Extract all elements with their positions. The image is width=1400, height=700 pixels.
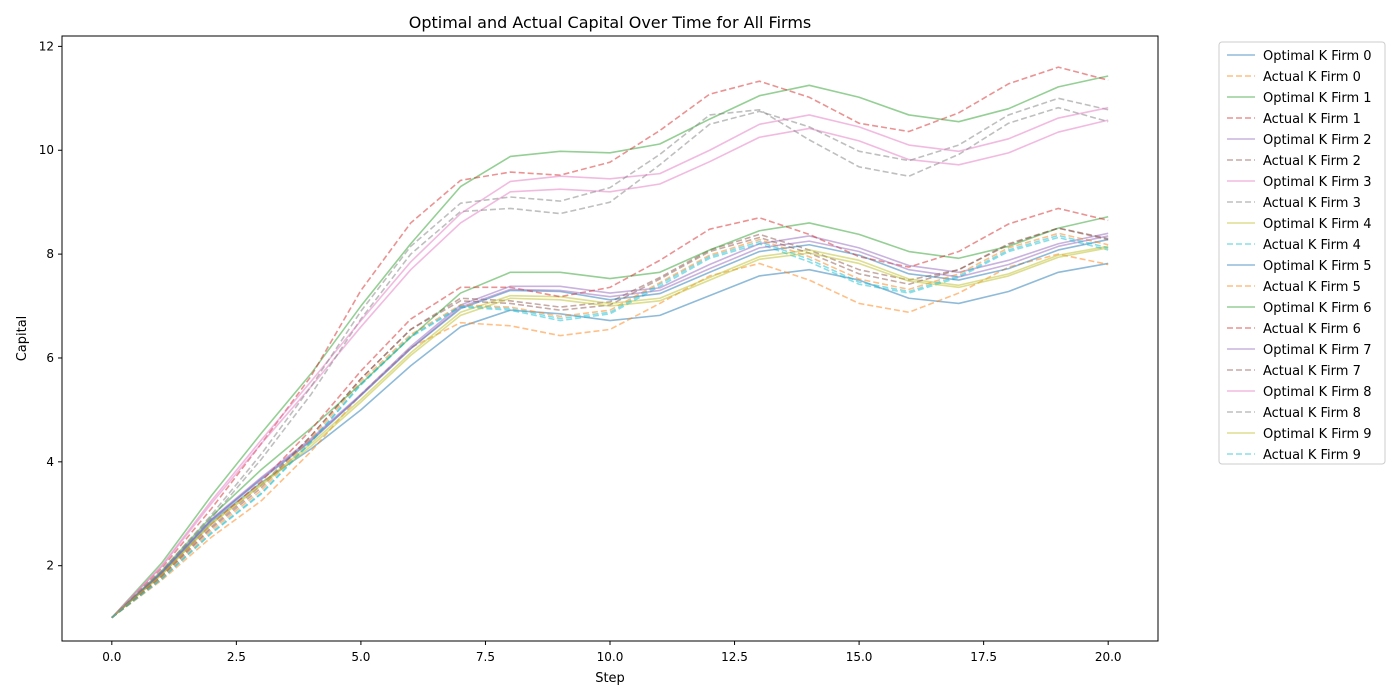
series-line-4 [111,232,1109,619]
series-line-10 [111,238,1109,619]
series-line-1 [111,253,1109,619]
legend-label: Actual K Firm 0 [1263,70,1361,85]
legend: Optimal K Firm 0 Actual K Firm 0 Optimal K… [1218,41,1386,465]
legend-label: Actual K Firm 2 [1263,154,1361,169]
legend-entry: Optimal K Firm 0 [1227,49,1372,64]
x-tick-label: 20.0 [1095,650,1122,664]
legend-label: Optimal K Firm 6 [1263,301,1372,316]
series-line-2 [111,75,1109,619]
y-tick-label: 12 [39,39,54,53]
series-line-14 [111,235,1109,619]
series-line-8 [111,245,1109,619]
x-axis-label: Step [595,671,625,686]
legend-entry: Optimal K Firm 3 [1227,175,1372,190]
x-tick-label: 2.5 [227,650,246,664]
legend-entry: Actual K Firm 4 [1227,238,1361,253]
legend-entry: Optimal K Firm 8 [1227,385,1372,400]
x-tick-label: 15.0 [846,650,873,664]
series-line-9 [111,236,1109,619]
legend-label: Optimal K Firm 4 [1263,217,1372,232]
y-tick-label: 4 [46,455,54,469]
x-tick-label: 7.5 [476,650,495,664]
legend-label: Optimal K Firm 3 [1263,175,1372,190]
series-line-5 [111,227,1109,619]
series-line-3 [111,66,1109,619]
legend-label: Optimal K Firm 0 [1263,49,1372,64]
x-tick-label: 0.0 [102,650,121,664]
legend-entry: Actual K Firm 9 [1227,448,1361,463]
legend-label: Actual K Firm 5 [1263,280,1361,295]
x-tick-label: 10.0 [597,650,624,664]
legend-label: Actual K Firm 7 [1263,364,1361,379]
y-tick-label: 2 [46,559,54,573]
legend-entry: Actual K Firm 1 [1227,112,1361,127]
legend-label: Actual K Firm 1 [1263,112,1361,127]
legend-label: Optimal K Firm 8 [1263,385,1372,400]
x-tick-label: 17.5 [970,650,997,664]
legend-entry: Optimal K Firm 9 [1227,427,1372,442]
legend-entry: Optimal K Firm 1 [1227,91,1372,106]
legend-label: Actual K Firm 4 [1263,238,1361,253]
y-tick-label: 10 [39,143,54,157]
legend-entry: Optimal K Firm 5 [1227,259,1372,274]
series-line-17 [111,106,1109,619]
legend-label: Optimal K Firm 9 [1263,427,1372,442]
chart-title: Optimal and Actual Capital Over Time for… [409,13,812,32]
legend-entry: Actual K Firm 8 [1227,406,1361,421]
legend-entry: Optimal K Firm 6 [1227,301,1372,316]
series-layer [111,66,1109,619]
series-line-16 [111,106,1109,619]
y-tick-label: 6 [46,351,54,365]
legend-entry: Actual K Firm 6 [1227,322,1361,337]
legend-label: Optimal K Firm 5 [1263,259,1372,274]
series-line-13 [111,207,1109,619]
y-tick-label: 8 [46,247,54,261]
legend-entry: Actual K Firm 7 [1227,364,1361,379]
legend-label: Actual K Firm 6 [1263,322,1361,337]
legend-entry: Optimal K Firm 4 [1227,217,1372,232]
series-line-6 [111,119,1109,619]
legend-entry: Actual K Firm 5 [1227,280,1361,295]
legend-label: Optimal K Firm 2 [1263,133,1372,148]
x-tick-label: 5.0 [351,650,370,664]
legend-label: Optimal K Firm 1 [1263,91,1372,106]
legend-entry: Optimal K Firm 7 [1227,343,1372,358]
series-line-19 [111,234,1109,619]
series-line-18 [111,247,1109,619]
x-axis-ticks: 0.0 2.5 5.0 7.5 10.0 12.5 15.0 17.5 20.0 [102,641,1122,664]
legend-label: Optimal K Firm 7 [1263,343,1372,358]
y-axis-ticks: 2 4 6 8 10 12 [39,39,62,573]
plot-frame [61,35,1159,642]
series-line-11 [111,232,1109,619]
x-tick-label: 12.5 [721,650,748,664]
legend-label: Actual K Firm 8 [1263,406,1361,421]
legend-frame [1218,41,1386,465]
legend-entry: Actual K Firm 3 [1227,196,1361,211]
series-line-15 [111,227,1109,619]
legend-entry: Actual K Firm 2 [1227,154,1361,169]
legend-label: Actual K Firm 9 [1263,448,1361,463]
legend-entry: Optimal K Firm 2 [1227,133,1372,148]
legend-label: Actual K Firm 3 [1263,196,1361,211]
legend-entry: Actual K Firm 0 [1227,70,1361,85]
y-axis-label: Capital [15,316,30,362]
series-line-7 [111,97,1109,619]
